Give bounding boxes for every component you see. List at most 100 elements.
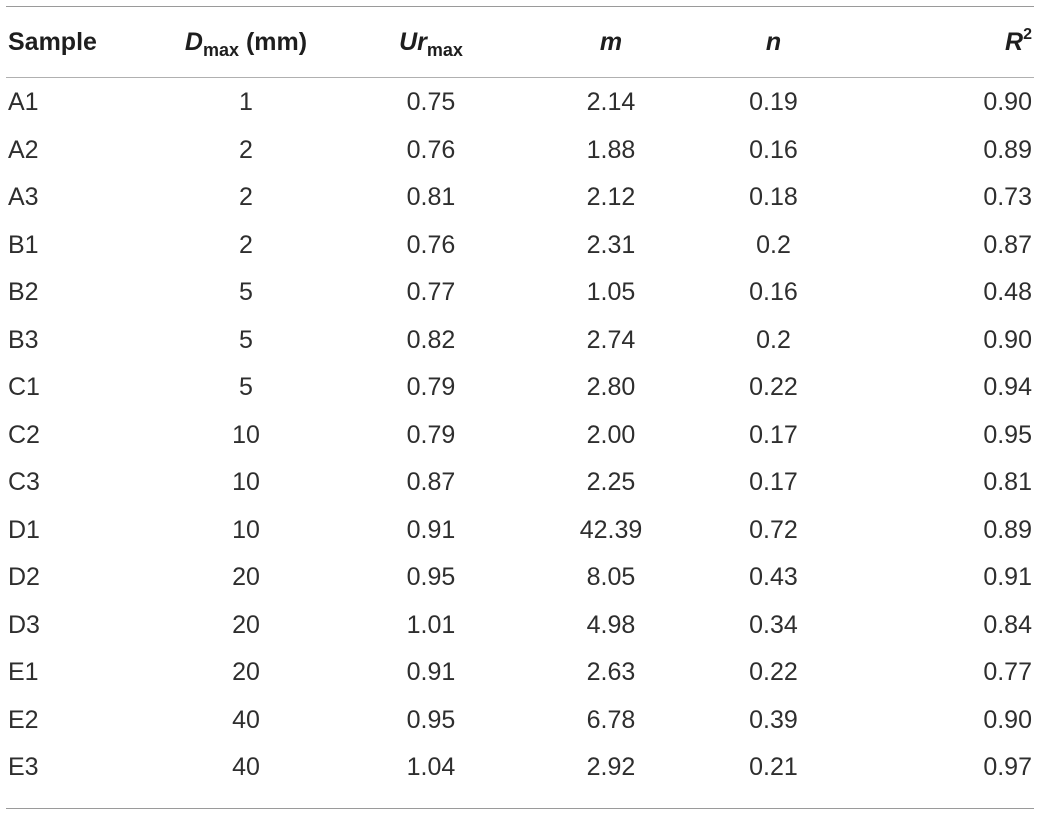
header-dmax-symbol: D: [184, 27, 203, 56]
cell-n: 0.34: [749, 610, 798, 639]
cell-urmax: 0.76: [406, 230, 456, 259]
cell-m: 4.98: [586, 610, 636, 639]
cell-m: 2.74: [586, 325, 636, 354]
cell-r2: 0.87: [983, 230, 1032, 259]
table-row: C1 5 0.79 2.80 0.22 0.94: [6, 364, 1034, 412]
table-row: A1 1 0.75 2.14 0.19 0.90: [6, 77, 1034, 127]
cell-sample: B3: [8, 325, 39, 354]
cell-m: 2.63: [586, 658, 636, 687]
cell-urmax: 0.76: [406, 135, 456, 164]
header-urmax-subscript: max: [426, 39, 463, 60]
cell-dmax: 10: [232, 468, 260, 497]
cell-m: 8.05: [586, 563, 636, 592]
cell-r2: 0.73: [983, 183, 1032, 212]
cell-n: 0.2: [756, 325, 791, 354]
cell-dmax: 1: [239, 88, 253, 117]
cell-r2: 0.84: [983, 610, 1032, 639]
cell-urmax: 0.91: [406, 658, 456, 687]
table-row: A3 2 0.81 2.12 0.18 0.73: [6, 174, 1034, 222]
cell-n: 0.16: [749, 278, 798, 307]
cell-n: 0.17: [749, 420, 798, 449]
cell-sample: D2: [8, 563, 40, 592]
table-header-rule: [6, 77, 1034, 78]
table-row: C2 10 0.79 2.00 0.17 0.95: [6, 412, 1034, 460]
cell-sample: C3: [8, 468, 40, 497]
table-row: E1 20 0.91 2.63 0.22 0.77: [6, 649, 1034, 697]
header-r2-superscript: 2: [1023, 25, 1032, 43]
header-sample: Sample: [6, 7, 156, 77]
cell-urmax: 0.95: [406, 705, 456, 734]
cell-dmax: 2: [239, 183, 253, 212]
table-row: D1 10 0.91 42.39 0.72 0.89: [6, 507, 1034, 555]
cell-r2: 0.89: [983, 135, 1032, 164]
cell-m: 6.78: [586, 705, 636, 734]
cell-dmax: 20: [232, 563, 260, 592]
cell-r2: 0.77: [983, 658, 1032, 687]
cell-sample: B1: [8, 230, 39, 259]
table-bottom-rule: [6, 808, 1034, 809]
cell-r2: 0.95: [983, 420, 1032, 449]
cell-dmax: 2: [239, 230, 253, 259]
cell-urmax: 0.81: [406, 183, 456, 212]
cell-n: 0.2: [756, 230, 791, 259]
cell-sample: E2: [8, 705, 39, 734]
cell-n: 0.16: [749, 135, 798, 164]
table-row: D2 20 0.95 8.05 0.43 0.91: [6, 554, 1034, 602]
cell-urmax: 0.79: [406, 373, 456, 402]
cell-n: 0.43: [749, 563, 798, 592]
cell-sample: E1: [8, 658, 39, 687]
header-dmax-subscript: max: [202, 39, 240, 60]
header-r2: R2: [851, 7, 1034, 77]
cell-m: 1.88: [586, 135, 636, 164]
cell-sample: D3: [8, 610, 40, 639]
data-table: Sample Dmax (mm) Urmax m n R2 A1 1 0.75 2.1…: [6, 7, 1034, 792]
cell-urmax: 1.01: [406, 610, 456, 639]
cell-m: 2.12: [586, 183, 636, 212]
cell-sample: A2: [8, 135, 39, 164]
table-row: B2 5 0.77 1.05 0.16 0.48: [6, 269, 1034, 317]
header-m-label: m: [599, 27, 623, 56]
table-row: B3 5 0.82 2.74 0.2 0.90: [6, 317, 1034, 365]
cell-n: 0.17: [749, 468, 798, 497]
cell-sample: D1: [8, 515, 40, 544]
header-sample-label: Sample: [8, 27, 97, 56]
cell-m: 42.39: [579, 515, 643, 544]
table-top-rule: [6, 6, 1034, 7]
cell-n: 0.19: [749, 88, 798, 117]
cell-dmax: 20: [232, 658, 260, 687]
cell-r2: 0.90: [983, 325, 1032, 354]
cell-m: 2.25: [586, 468, 636, 497]
cell-dmax: 5: [239, 278, 253, 307]
cell-dmax: 20: [232, 610, 260, 639]
cell-n: 0.18: [749, 183, 798, 212]
cell-dmax: 5: [239, 373, 253, 402]
cell-m: 2.31: [586, 230, 636, 259]
header-r2-symbol: R: [1005, 27, 1024, 56]
table-row: A2 2 0.76 1.88 0.16 0.89: [6, 127, 1034, 175]
cell-dmax: 10: [232, 420, 260, 449]
table-header: Sample Dmax (mm) Urmax m n R2: [6, 7, 1034, 77]
table-row: C3 10 0.87 2.25 0.17 0.81: [6, 459, 1034, 507]
cell-m: 2.14: [586, 88, 636, 117]
table-body: A1 1 0.75 2.14 0.19 0.90 A2 2 0.76 1.88 0.16 0.89 A3…: [6, 77, 1034, 792]
cell-r2: 0.81: [983, 468, 1032, 497]
cell-m: 1.05: [586, 278, 636, 307]
header-n: n: [696, 7, 851, 77]
cell-r2: 0.91: [983, 563, 1032, 592]
cell-n: 0.22: [749, 373, 798, 402]
cell-sample: C2: [8, 420, 40, 449]
cell-r2: 0.90: [983, 88, 1032, 117]
header-urmax-symbol: Ur: [399, 27, 427, 56]
cell-urmax: 0.87: [406, 468, 456, 497]
cell-r2: 0.94: [983, 373, 1032, 402]
cell-sample: A3: [8, 183, 39, 212]
cell-urmax: 1.04: [406, 753, 456, 782]
cell-dmax: 40: [232, 705, 260, 734]
cell-m: 2.00: [586, 420, 636, 449]
header-dmax-unit: (mm): [239, 27, 308, 56]
cell-urmax: 0.77: [406, 278, 456, 307]
cell-dmax: 5: [239, 325, 253, 354]
cell-dmax: 10: [232, 515, 260, 544]
cell-m: 2.80: [586, 373, 636, 402]
cell-n: 0.72: [749, 515, 798, 544]
